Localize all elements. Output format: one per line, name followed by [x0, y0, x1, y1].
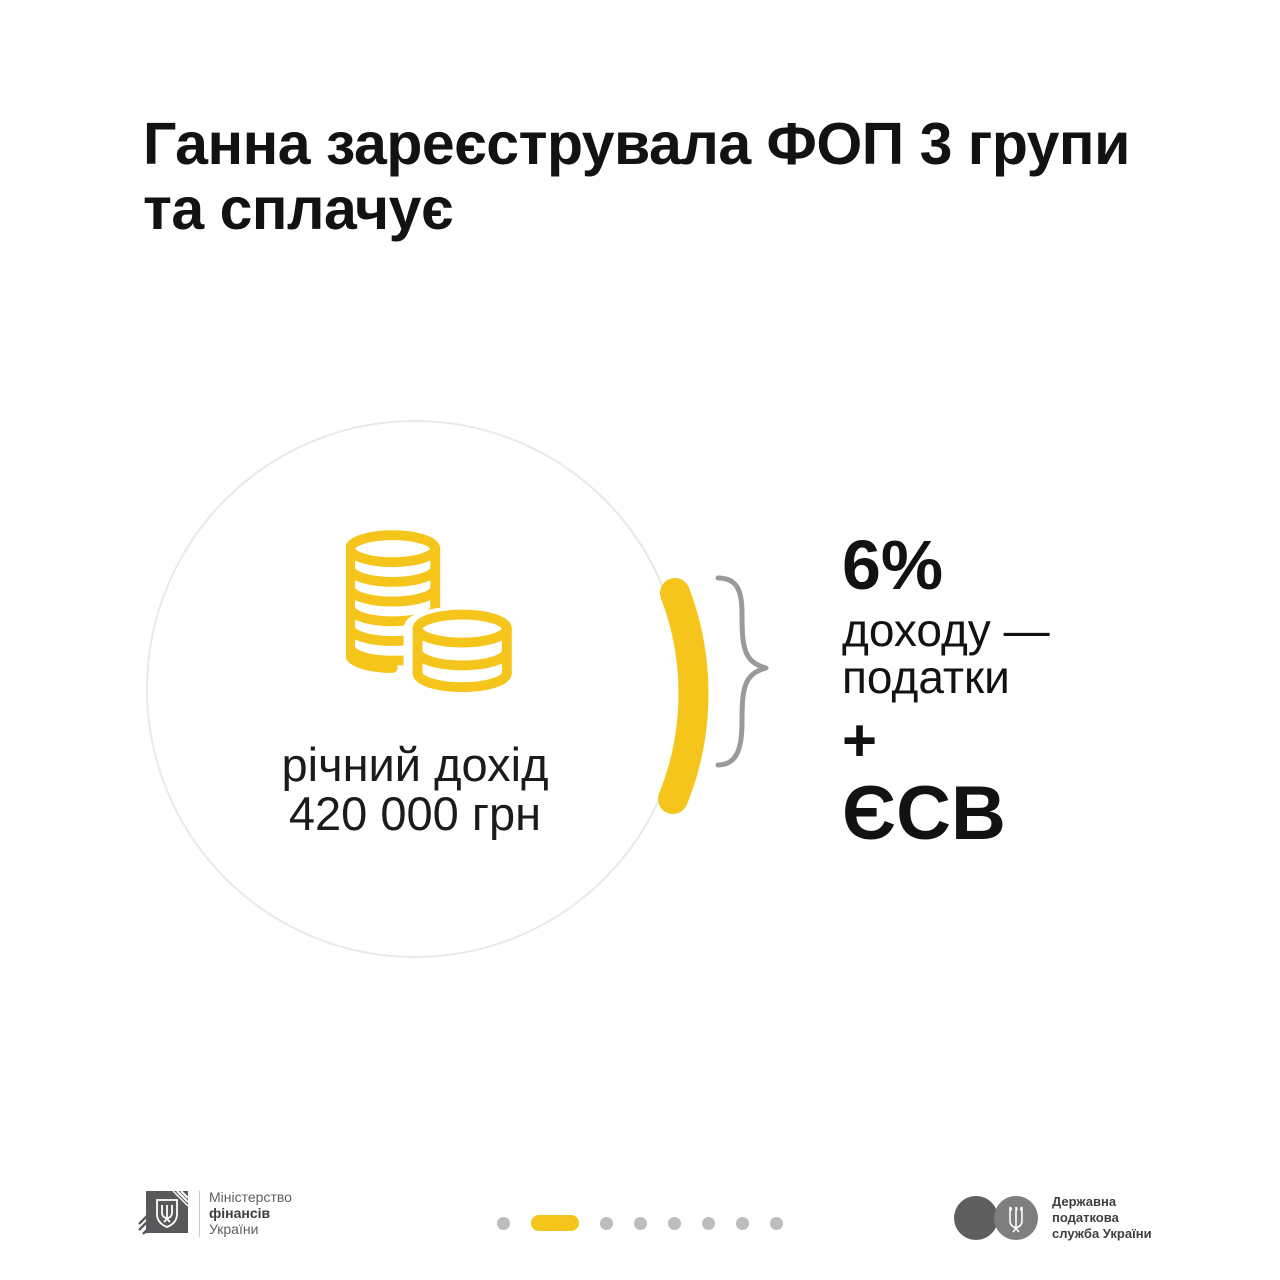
tax-service-emblem-icon [954, 1196, 1038, 1240]
tax-service-line-3: служба України [1052, 1226, 1152, 1241]
connector-graphic [658, 575, 769, 814]
highlight-arc [658, 578, 709, 814]
tax-line-1: доходу — [842, 604, 1050, 656]
pagination-dot [668, 1216, 681, 1230]
tax-service-line-2: податкова [1052, 1210, 1119, 1225]
coins-icon [346, 530, 512, 696]
pagination-dot [770, 1216, 783, 1230]
tax-percent: 6% [842, 526, 944, 604]
pagination [0, 1214, 1280, 1232]
curly-brace-icon [715, 575, 769, 768]
pagination-dot [634, 1216, 647, 1230]
pagination-active-pill [531, 1215, 579, 1231]
tax-line-2: податки [842, 650, 1010, 703]
minfin-line-2: фінансів [209, 1205, 271, 1221]
title-line-2: та сплачує [143, 175, 454, 242]
footer-divider [199, 1191, 200, 1237]
income-circle [146, 420, 684, 958]
page-title: Ганна зареєструвала ФОП 3 групи та сплач… [143, 112, 1193, 242]
minfin-line-1: Міністерство [209, 1189, 292, 1205]
pagination-dot [736, 1216, 749, 1230]
income-label-line-2: 420 000 грн [288, 787, 542, 841]
pagination-dot [497, 1216, 510, 1230]
esv-label: ЄСВ [842, 770, 1006, 856]
tax-service-line-1: Державна [1052, 1194, 1117, 1209]
title-line-1: Ганна зареєструвала ФОП 3 групи [143, 111, 1130, 177]
plus-sign: + [842, 706, 878, 774]
minfin-label: Міністерство фінансів України [209, 1189, 292, 1237]
income-label: річний дохід 420 000 грн [146, 740, 684, 839]
minfin-line-3: України [209, 1221, 259, 1237]
income-label-line-1: річний дохід [281, 738, 549, 791]
pagination-dot [702, 1216, 715, 1230]
minfin-emblem-icon [138, 1190, 189, 1235]
pagination-dot [600, 1216, 613, 1230]
tax-result: 6% доходу — податки + ЄСВ [842, 526, 1242, 856]
tax-service-label: Державна податкова служба України [1052, 1194, 1152, 1242]
